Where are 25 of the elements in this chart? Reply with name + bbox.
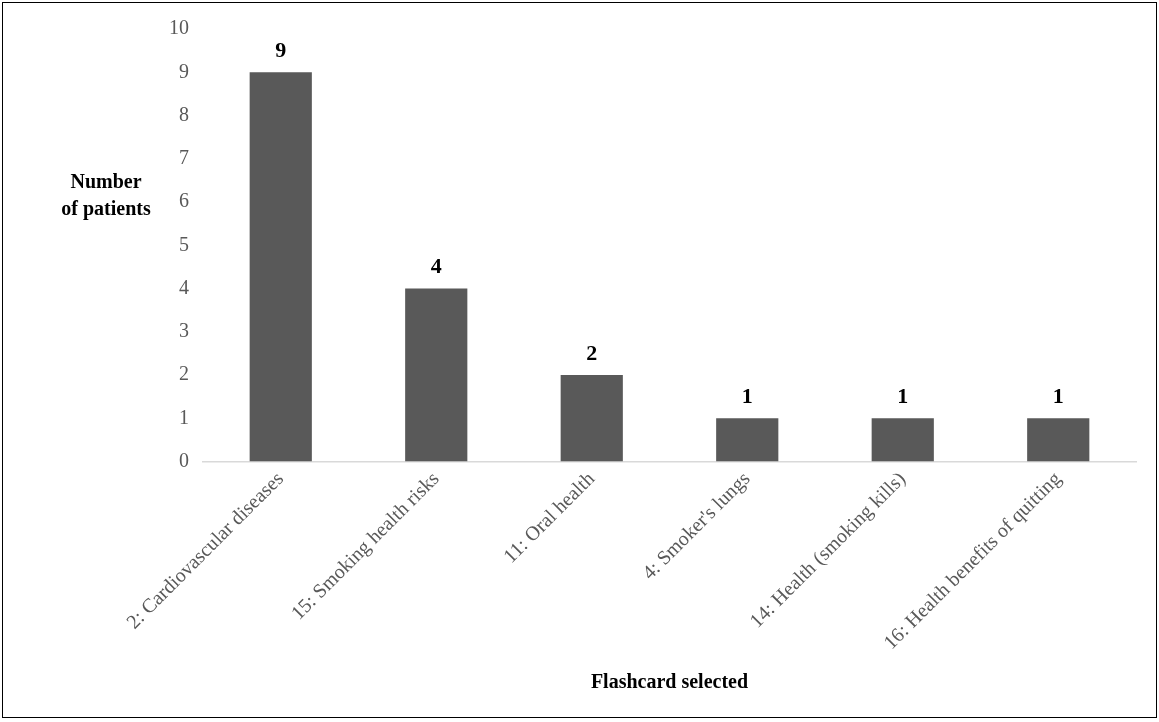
bar <box>716 418 779 462</box>
y-tick-label: 10 <box>169 16 189 39</box>
bar <box>1027 418 1090 462</box>
data-label: 1 <box>741 383 753 408</box>
bar <box>560 375 623 462</box>
data-label: 9 <box>275 36 287 62</box>
y-tick-label: 7 <box>179 146 189 169</box>
y-tick-label: 6 <box>179 189 189 212</box>
y-tick-label: 3 <box>179 319 189 342</box>
y-tick-label: 8 <box>179 102 189 125</box>
y-tick-label: 5 <box>179 232 189 255</box>
y-tick-label: 9 <box>179 59 189 82</box>
y-tick-label: 0 <box>179 448 189 471</box>
data-label: 2 <box>586 339 598 365</box>
y-axis-title: Number of patients <box>61 169 151 222</box>
y-tick-label: 2 <box>179 362 189 385</box>
data-label: 1 <box>1052 383 1064 408</box>
x-axis-title: Flashcard selected <box>590 670 749 693</box>
y-tick-label: 4 <box>179 275 189 298</box>
y-tick-label: 1 <box>179 405 189 428</box>
data-label: 4 <box>430 253 442 279</box>
bar <box>405 288 468 462</box>
bar <box>249 72 312 462</box>
bar <box>871 418 934 462</box>
data-label: 1 <box>897 383 909 408</box>
